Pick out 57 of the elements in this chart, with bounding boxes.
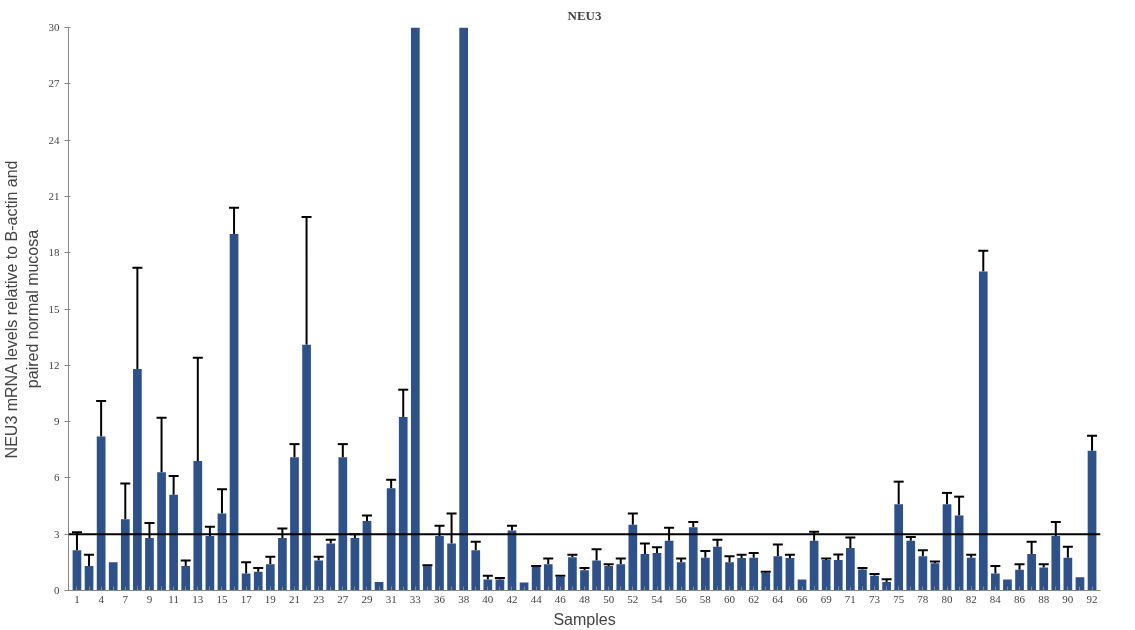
x-tick-label: 31 xyxy=(385,592,397,605)
y-tick-label: 6 xyxy=(54,471,60,484)
x-tick-label: 21 xyxy=(288,592,300,605)
x-tick-label: 78 xyxy=(917,592,929,605)
x-tick-label: 58 xyxy=(699,592,712,605)
x-tick-label: 54 xyxy=(651,592,664,605)
x-tick-label: 73 xyxy=(869,592,881,605)
y-tick-label: 3 xyxy=(54,527,60,540)
x-axis-title: Samples xyxy=(553,610,616,628)
x-tick-label: 40 xyxy=(482,592,494,605)
x-tick-label: 4 xyxy=(98,592,105,605)
x-tick-label: 7 xyxy=(122,592,129,605)
x-tick-label: 82 xyxy=(965,592,977,605)
x-tick-label: 46 xyxy=(554,592,567,605)
chart-title: NEU3 xyxy=(567,7,602,23)
x-tick-label: 50 xyxy=(603,592,615,605)
x-tick-label: 60 xyxy=(724,592,736,605)
y-axis-title: NEU3 mRNA levels relative to B-actin and paired normal mucosa xyxy=(3,160,41,459)
x-tick-label: 15 xyxy=(216,592,228,605)
x-tick-label: 9 xyxy=(146,592,153,605)
x-tick-label: 11 xyxy=(168,592,179,605)
y-tick-label: 0 xyxy=(54,584,60,596)
x-tick-label: 48 xyxy=(579,592,591,605)
x-tick-label: 92 xyxy=(1086,592,1098,605)
y-tick-label: 21 xyxy=(48,189,60,202)
y-tick-label: 15 xyxy=(48,302,60,315)
x-tick-label: 71 xyxy=(844,592,856,605)
y-tick-label: 24 xyxy=(48,133,60,146)
x-tick-label: 66 xyxy=(796,592,809,605)
x-tick-label: 88 xyxy=(1038,592,1050,605)
x-tick-label: 23 xyxy=(313,592,325,605)
x-tick-label: 1 xyxy=(74,592,80,605)
y-tick-label: 18 xyxy=(48,246,60,259)
x-tick-label: 29 xyxy=(361,592,373,605)
y-tick-label: 27 xyxy=(48,77,60,90)
x-tick-label: 27 xyxy=(337,592,349,605)
x-tick-label: 33 xyxy=(409,592,422,605)
y-tick-label: 12 xyxy=(48,358,60,371)
x-tick-label: 13 xyxy=(192,592,204,605)
x-tick-label: 44 xyxy=(530,592,543,605)
x-tick-label: 69 xyxy=(820,592,833,605)
y-tick-label: 9 xyxy=(54,415,60,428)
x-tick-label: 17 xyxy=(240,592,253,605)
x-tick-label: 52 xyxy=(627,592,639,605)
x-tick-label: 90 xyxy=(1062,592,1074,605)
x-tick-label: 80 xyxy=(941,592,954,605)
x-tick-label: 75 xyxy=(893,592,905,605)
x-tick-label: 36 xyxy=(433,592,446,605)
x-tick-label: 84 xyxy=(989,592,1002,605)
x-tick-label: 86 xyxy=(1014,592,1026,605)
y-tick-label: 30 xyxy=(48,21,60,33)
x-tick-label: 62 xyxy=(748,592,760,605)
x-tick-label: 64 xyxy=(772,592,784,605)
x-tick-label: 56 xyxy=(675,592,688,605)
x-tick-label: 42 xyxy=(506,592,518,605)
x-tick-label: 38 xyxy=(458,592,470,605)
x-tick-label: 19 xyxy=(264,592,277,605)
